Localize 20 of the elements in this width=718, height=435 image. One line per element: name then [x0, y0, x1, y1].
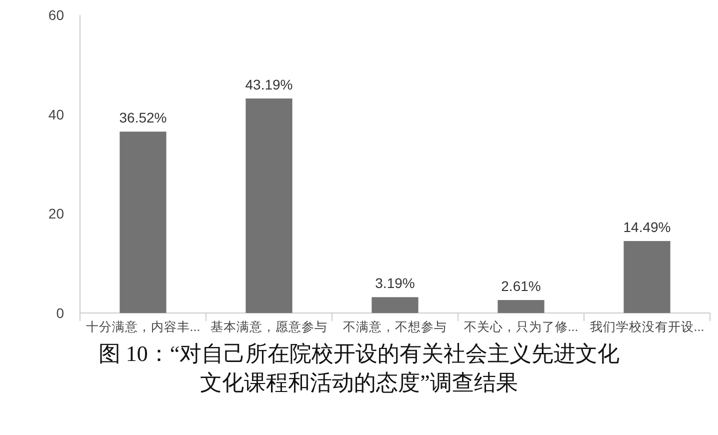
data-label: 36.52% [119, 110, 167, 126]
data-label: 14.49% [623, 219, 671, 236]
y-tick-label: 60 [48, 7, 64, 23]
y-tick-label: 20 [48, 206, 64, 222]
data-label: 3.19% [375, 275, 415, 292]
x-tick-label: 不关心，只为了修... [464, 319, 578, 334]
y-tick-label: 0 [56, 305, 64, 321]
x-tick-label: 我们学校没有开设... [590, 320, 704, 334]
x-tick-label: 基本满意，愿意参与 [210, 320, 328, 334]
bar [624, 241, 670, 313]
text: 图 10：“对自己所在院校开设的有关社会主义先进文化文化课程和活动的态度”调查结果 [98, 341, 620, 395]
bar [372, 297, 418, 313]
bar [498, 300, 544, 313]
x-tick-label: 十分满意，内容丰... [86, 319, 200, 334]
data-label: 2.61% [501, 278, 541, 294]
bar [246, 98, 292, 313]
y-tick-label: 40 [48, 106, 64, 122]
x-tick-label: 不满意，不想参与 [343, 320, 447, 334]
data-label: 43.19% [245, 76, 293, 92]
bar [120, 132, 166, 313]
